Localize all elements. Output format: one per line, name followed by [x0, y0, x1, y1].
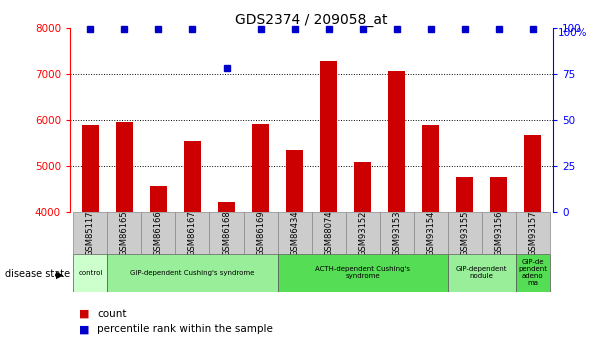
Text: GSM93157: GSM93157	[528, 210, 537, 256]
Text: percentile rank within the sample: percentile rank within the sample	[97, 325, 273, 334]
Text: ▶: ▶	[56, 269, 63, 279]
FancyBboxPatch shape	[244, 212, 278, 254]
FancyBboxPatch shape	[345, 212, 379, 254]
Text: GSM85117: GSM85117	[86, 210, 95, 256]
FancyBboxPatch shape	[447, 254, 516, 292]
FancyBboxPatch shape	[278, 212, 311, 254]
FancyBboxPatch shape	[516, 212, 550, 254]
FancyBboxPatch shape	[210, 212, 244, 254]
Text: GIP-de
pendent
adeno
ma: GIP-de pendent adeno ma	[519, 259, 547, 286]
FancyBboxPatch shape	[516, 254, 550, 292]
Text: GSM93155: GSM93155	[460, 210, 469, 256]
FancyBboxPatch shape	[142, 212, 176, 254]
Text: GSM86434: GSM86434	[290, 210, 299, 256]
Text: GIP-dependent
nodule: GIP-dependent nodule	[456, 266, 508, 279]
Bar	[286, 150, 303, 345]
Bar	[456, 177, 473, 345]
Text: count: count	[97, 309, 127, 319]
FancyBboxPatch shape	[413, 212, 447, 254]
Text: control: control	[78, 269, 103, 276]
Text: GSM93152: GSM93152	[358, 210, 367, 256]
FancyBboxPatch shape	[74, 212, 108, 254]
Bar	[252, 124, 269, 345]
FancyBboxPatch shape	[447, 212, 482, 254]
Bar	[82, 125, 99, 345]
Bar	[218, 201, 235, 345]
FancyBboxPatch shape	[108, 254, 278, 292]
Text: GSM86165: GSM86165	[120, 210, 129, 256]
FancyBboxPatch shape	[176, 212, 210, 254]
Text: GIP-dependent Cushing's syndrome: GIP-dependent Cushing's syndrome	[130, 269, 255, 276]
FancyBboxPatch shape	[379, 212, 413, 254]
Text: GSM88074: GSM88074	[324, 210, 333, 256]
FancyBboxPatch shape	[108, 212, 142, 254]
Text: ACTH-dependent Cushing's
syndrome: ACTH-dependent Cushing's syndrome	[315, 266, 410, 279]
Text: GSM86166: GSM86166	[154, 210, 163, 256]
Text: GSM93156: GSM93156	[494, 210, 503, 256]
Bar	[116, 122, 133, 345]
Bar	[422, 125, 439, 345]
FancyBboxPatch shape	[74, 254, 108, 292]
Text: GSM93154: GSM93154	[426, 210, 435, 256]
FancyBboxPatch shape	[311, 212, 345, 254]
Title: GDS2374 / 209058_at: GDS2374 / 209058_at	[235, 12, 388, 27]
Bar	[524, 135, 541, 345]
Text: GSM86169: GSM86169	[256, 210, 265, 256]
Bar	[320, 61, 337, 345]
Bar	[490, 177, 507, 345]
Bar	[150, 186, 167, 345]
FancyBboxPatch shape	[278, 254, 447, 292]
Text: ■: ■	[79, 325, 89, 334]
Text: GSM86167: GSM86167	[188, 210, 197, 256]
Bar	[388, 71, 405, 345]
Text: disease state: disease state	[5, 269, 70, 279]
Text: GSM86168: GSM86168	[222, 210, 231, 256]
Text: 100%: 100%	[558, 28, 587, 38]
Text: GSM93153: GSM93153	[392, 210, 401, 256]
FancyBboxPatch shape	[482, 212, 516, 254]
Bar	[354, 162, 371, 345]
Bar	[184, 141, 201, 345]
Text: ■: ■	[79, 309, 89, 319]
